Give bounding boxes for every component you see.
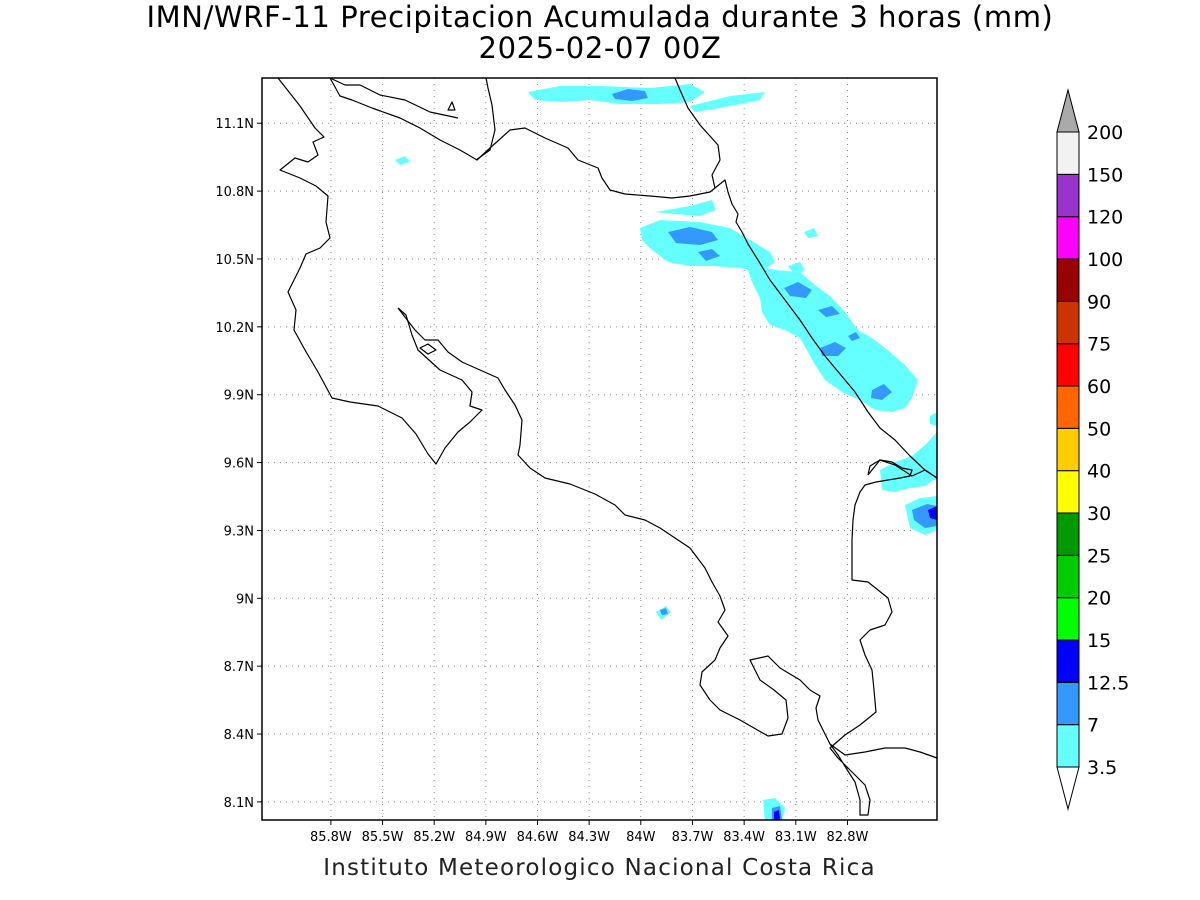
lake-nicaragua-shore <box>329 77 459 119</box>
lon-tick-label: 82.8W <box>827 830 869 845</box>
lat-tick-label: 9.3N <box>224 524 254 539</box>
precip-area <box>660 608 668 615</box>
colorbar-label: 30 <box>1087 503 1111 525</box>
island <box>447 101 456 111</box>
precip-area <box>690 92 765 112</box>
coastlines <box>277 77 938 816</box>
precip-area <box>395 156 410 165</box>
lon-tick-label: 83.1W <box>775 830 817 845</box>
precip-area <box>848 332 860 341</box>
grid-lines <box>262 78 937 820</box>
lat-tick-label: 10.5N <box>215 253 254 268</box>
colorbar-swatch <box>1056 216 1080 260</box>
colorbar-label: 75 <box>1087 334 1111 356</box>
colorbar-swatch <box>1056 681 1080 726</box>
colorbar-swatch <box>1056 597 1080 641</box>
precip-area <box>668 227 718 245</box>
nicoya-gulf-coast <box>397 307 831 745</box>
lat-tick-label: 8.4N <box>224 728 254 743</box>
lon-tick-label: 85.8W <box>310 830 352 845</box>
burica-coast <box>829 743 938 759</box>
colorbar-legend: 3.5 7 12.5 15 20 25 30 40 50 60 75 90 100 120 150 200 <box>1056 88 1129 811</box>
colorbar-swatch <box>1056 385 1080 429</box>
page-title: IMN/WRF-11 Precipitacion Acumulada duran… <box>146 0 1054 34</box>
colorbar-label: 90 <box>1087 291 1111 313</box>
colorbar-label: 7 <box>1087 715 1099 737</box>
colorbar-swatch <box>1056 512 1080 556</box>
colorbar-label: 50 <box>1087 418 1111 440</box>
colorbar-label: 12.5 <box>1087 672 1129 694</box>
precip-area <box>928 506 937 520</box>
san-juan-river <box>475 77 496 161</box>
precip-area <box>788 262 805 275</box>
lon-tick-labels: 85.8W 85.5W 85.2W 84.9W 84.6W 84.3W 84W 83.7W 83… <box>310 820 869 845</box>
precip-area <box>655 200 716 216</box>
colorbar-swatch <box>1056 173 1080 218</box>
precip-area <box>698 249 720 261</box>
lat-tick-label: 9N <box>236 592 254 607</box>
precip-area <box>612 89 648 101</box>
precip-area <box>880 432 937 492</box>
colorbar-swatch <box>1056 554 1080 599</box>
colorbar-label: 100 <box>1087 249 1123 271</box>
caribbean-coast-south <box>714 179 938 479</box>
lon-tick-label: 83.7W <box>672 830 714 845</box>
colorbar-label: 40 <box>1087 461 1111 483</box>
lat-tick-labels: 8.1N 8.4N 8.7N 9N 9.3N 9.6N 9.9N 10.2N 10.5N 10.8… <box>215 117 262 811</box>
colorbar-label: 25 <box>1087 545 1111 567</box>
lat-tick-label: 10.8N <box>215 185 254 200</box>
island <box>419 343 437 355</box>
precip-area <box>784 282 812 298</box>
precip-area <box>871 384 892 400</box>
golfo-dulce-coast <box>829 459 913 816</box>
precip-area <box>818 306 840 317</box>
colorbar-label: 60 <box>1087 376 1111 398</box>
colorbar-upper-arrow <box>1056 88 1080 133</box>
colorbar-swatch <box>1056 470 1080 514</box>
lon-tick-label: 84W <box>626 830 656 845</box>
colorbar-label: 15 <box>1087 630 1111 652</box>
lat-tick-label: 9.6N <box>224 457 254 472</box>
lon-tick-label: 83.4W <box>723 830 765 845</box>
colorbar-swatch <box>1056 131 1080 175</box>
lon-tick-label: 85.2W <box>413 830 455 845</box>
lon-tick-label: 84.9W <box>465 830 507 845</box>
lat-tick-label: 10.2N <box>215 321 254 336</box>
lat-tick-label: 8.1N <box>224 796 254 811</box>
map-frame <box>262 78 937 820</box>
precip-area <box>820 342 846 356</box>
colorbar-swatch <box>1056 639 1080 683</box>
colorbar-label: 3.5 <box>1087 757 1117 779</box>
lat-tick-label: 8.7N <box>224 660 254 675</box>
nicaragua-border <box>329 77 716 199</box>
precip-area <box>804 228 818 238</box>
pacific-coast <box>277 77 483 465</box>
precip-area <box>930 412 937 426</box>
colorbar-swatch <box>1056 427 1080 472</box>
colorbar-swatch <box>1056 343 1080 387</box>
colorbar-swatch <box>1056 258 1080 302</box>
colorbar-swatch <box>1056 300 1080 345</box>
colorbar-label: 150 <box>1087 164 1123 186</box>
caribbean-coast <box>674 77 721 189</box>
lat-tick-label: 11.1N <box>215 117 254 132</box>
lon-tick-label: 85.5W <box>362 830 404 845</box>
map-border <box>261 77 938 821</box>
page-subtitle: 2025-02-07 00Z <box>478 31 722 65</box>
colorbar-label: 20 <box>1087 588 1111 610</box>
colorbar-label: 200 <box>1087 122 1123 144</box>
lon-tick-label: 84.6W <box>517 830 559 845</box>
lon-tick-label: 84.3W <box>568 830 610 845</box>
footer-credit: Instituto Meteorologico Nacional Costa R… <box>323 855 876 881</box>
colorbar-label: 120 <box>1087 207 1123 229</box>
colorbar-lower-arrow <box>1056 766 1080 811</box>
precip-area <box>774 810 780 820</box>
precip-area <box>745 262 918 412</box>
precip-darkblue-layer <box>774 506 937 820</box>
colorbar-swatch <box>1056 724 1080 768</box>
lat-tick-label: 9.9N <box>224 389 254 404</box>
